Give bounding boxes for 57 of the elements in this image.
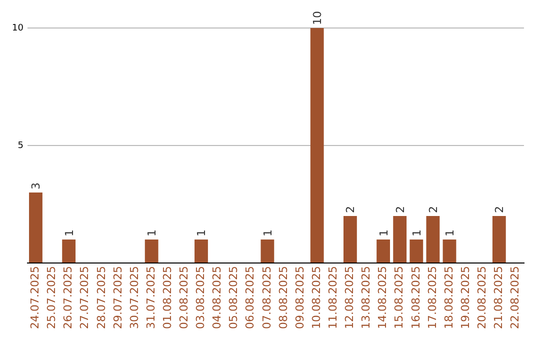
bar [410, 240, 424, 263]
data-label: 2 [394, 206, 407, 214]
x-tick-label: 16.08.2025 [409, 266, 422, 330]
y-tick-label: 5 [18, 140, 24, 151]
x-tick-label: 28.07.2025 [94, 266, 108, 330]
data-label: 1 [146, 230, 159, 237]
bar [260, 240, 274, 263]
bar [310, 28, 324, 263]
x-tick-label: 09.08.2025 [293, 266, 306, 330]
x-tick-label: 15.08.2025 [392, 266, 406, 330]
x-tick-label: 22.08.2025 [508, 266, 522, 330]
bar [426, 216, 440, 263]
data-label: 2 [493, 206, 506, 214]
data-label: 1 [443, 230, 456, 237]
x-tick-label: 03.08.2025 [194, 266, 208, 330]
data-label: 2 [426, 206, 440, 214]
x-tick-label: 21.08.2025 [492, 266, 506, 330]
data-label: 10 [311, 11, 324, 25]
data-label: 1 [261, 230, 274, 237]
x-tick-label: 13.08.2025 [360, 266, 373, 330]
x-tick-label: 11.08.2025 [326, 266, 340, 330]
data-label: 2 [344, 206, 358, 214]
data-label: 1 [410, 230, 424, 237]
bar [492, 216, 506, 263]
x-tick-label: 06.08.2025 [244, 266, 257, 330]
x-tick-label: 31.07.2025 [144, 266, 158, 330]
x-tick-label: 12.08.2025 [343, 266, 356, 330]
x-tick-label: 18.08.2025 [442, 266, 456, 330]
x-tick-label: 29.07.2025 [111, 266, 124, 330]
x-tick-label: 30.07.2025 [128, 266, 141, 330]
data-label: 1 [62, 230, 76, 237]
bar [376, 240, 390, 263]
x-tick-label: 01.08.2025 [160, 266, 174, 330]
bar [343, 216, 357, 263]
data-label: 1 [195, 230, 208, 237]
x-tick-label: 17.08.2025 [426, 266, 439, 330]
bar [29, 192, 42, 263]
x-tick-label: 14.08.2025 [376, 266, 390, 330]
x-tick-label: 10.08.2025 [310, 266, 323, 330]
bar [194, 240, 208, 263]
x-tick-label: 20.08.2025 [475, 266, 488, 330]
bar [393, 216, 407, 263]
x-tick-label: 02.08.2025 [178, 266, 191, 330]
bar [62, 240, 76, 263]
bar [442, 240, 456, 263]
x-tick-label: 04.08.2025 [210, 266, 224, 330]
x-tick-label: 05.08.2025 [227, 266, 240, 330]
data-label: 1 [377, 230, 390, 237]
x-tick-label: 07.08.2025 [260, 266, 274, 330]
bar [144, 240, 158, 263]
x-tick-label: 27.07.2025 [78, 266, 92, 330]
x-tick-label: 08.08.2025 [276, 266, 290, 330]
x-tick-label: 25.07.2025 [45, 266, 58, 330]
x-tick-label: 26.07.2025 [62, 266, 75, 330]
data-label: 3 [30, 182, 43, 190]
x-tick-label: 19.08.2025 [458, 266, 472, 330]
x-tick-label: 24.07.2025 [28, 266, 42, 330]
